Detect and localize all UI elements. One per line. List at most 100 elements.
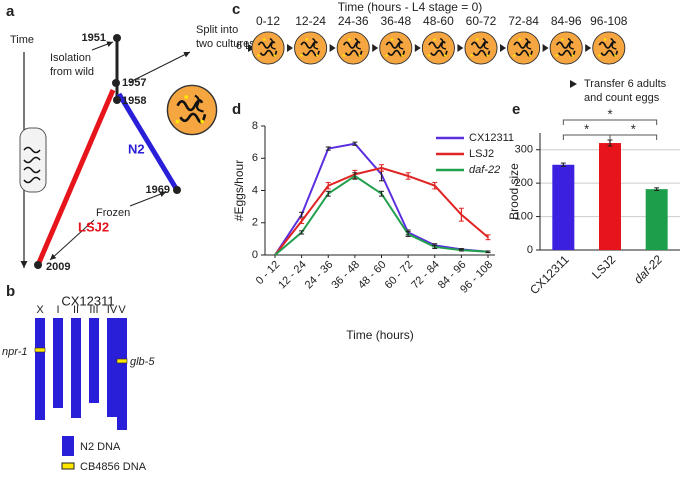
y-tick-label: 300 bbox=[515, 144, 533, 156]
timepoint: 12-24 bbox=[295, 14, 326, 28]
legend-swatch bbox=[61, 462, 75, 470]
arrowhead bbox=[287, 44, 293, 52]
node bbox=[34, 261, 42, 269]
significance-bracket bbox=[562, 119, 658, 125]
panel-label: b bbox=[6, 283, 15, 300]
strain: CX12311 bbox=[61, 293, 114, 308]
gene: npr-1 bbox=[2, 346, 27, 358]
timepoint: 84-96 bbox=[551, 14, 582, 28]
panel-label: d bbox=[232, 101, 241, 118]
plate bbox=[251, 31, 285, 65]
cb4856-segment bbox=[34, 347, 46, 353]
plate bbox=[591, 31, 626, 65]
timepoint: 48-60 bbox=[423, 14, 454, 28]
timepoint: 60-72 bbox=[466, 14, 497, 28]
chromosome-label: V bbox=[118, 304, 126, 316]
x-tick-label: LSJ2 bbox=[589, 252, 618, 281]
title: Time (hours - L4 stage = 0) bbox=[338, 0, 483, 14]
significance-label: * bbox=[607, 106, 612, 121]
note: Transfer 6 adults bbox=[584, 78, 667, 90]
panel-label: a bbox=[6, 3, 15, 20]
panel-b: b CX12311 npr-1 glb-5 N2 DNA CB4856 DNA … bbox=[2, 283, 155, 473]
legend-label: CB4856 DNA bbox=[80, 461, 147, 473]
y-tick-label: 4 bbox=[252, 184, 258, 196]
node bbox=[113, 96, 121, 104]
y-tick-label: 6 bbox=[252, 152, 258, 164]
plate bbox=[378, 31, 413, 65]
series-line bbox=[274, 142, 489, 256]
panel-label: c bbox=[232, 1, 240, 18]
arrow bbox=[49, 219, 95, 261]
legend-label: CX12311 bbox=[469, 132, 514, 144]
x-tick-label: CX12311 bbox=[527, 252, 572, 297]
y-tick-label: 0 bbox=[252, 249, 258, 261]
y-axis-label: Brood size bbox=[507, 163, 521, 220]
bar bbox=[599, 143, 621, 250]
chromosome bbox=[117, 318, 127, 430]
chromosome bbox=[71, 318, 81, 418]
significance-bracket bbox=[609, 134, 658, 140]
plate bbox=[464, 31, 498, 65]
timepoint: 0-12 bbox=[256, 14, 280, 28]
x-tick-label: daf-22 bbox=[631, 252, 665, 286]
timepoint: 24-36 bbox=[338, 14, 369, 28]
year: 1958 bbox=[122, 95, 146, 107]
annotation: Split into bbox=[196, 24, 238, 36]
timepoint: 72-84 bbox=[508, 14, 539, 28]
bar bbox=[552, 164, 575, 250]
year: 2009 bbox=[46, 261, 70, 273]
x-tick-label: 36 - 48 bbox=[329, 259, 362, 292]
chromosome-label: II bbox=[73, 304, 79, 316]
node bbox=[113, 34, 121, 42]
plate bbox=[506, 31, 541, 65]
panel-label: e bbox=[512, 101, 520, 118]
chromosome-label: X bbox=[36, 304, 44, 316]
node bbox=[112, 79, 120, 87]
x-axis-label: Time (hours) bbox=[346, 328, 414, 342]
arrow bbox=[129, 51, 191, 83]
timepoint: 36-48 bbox=[380, 14, 411, 28]
legend-label: daf-22 bbox=[469, 164, 500, 176]
arrowhead bbox=[585, 44, 592, 52]
x-tick-label: 72 - 84 bbox=[409, 259, 442, 292]
strain-label: N2 bbox=[128, 141, 145, 156]
arrowhead bbox=[414, 44, 421, 52]
annotation: Frozen bbox=[96, 207, 130, 219]
timepoint: 96-108 bbox=[590, 14, 628, 28]
x-tick-label: 12 - 24 bbox=[276, 259, 309, 292]
chromosome bbox=[35, 318, 45, 420]
arrowhead bbox=[372, 44, 379, 52]
chart-bar: e 0 100 200 300 Brood size CX12311 LSJ2 daf-22 * *… bbox=[507, 101, 680, 297]
arrowhead bbox=[500, 44, 506, 52]
panel-c: c Time (hours - L4 stage = 0) 6 L4s Tran… bbox=[232, 0, 667, 104]
significance-label: * bbox=[631, 121, 636, 136]
gene: glb-5 bbox=[130, 356, 155, 368]
annotation: two cultures bbox=[196, 38, 255, 50]
arrow bbox=[91, 41, 114, 51]
y-tick-label: 100 bbox=[515, 210, 533, 222]
chromosome-label: IV bbox=[107, 304, 118, 316]
worms bbox=[23, 146, 41, 184]
plate bbox=[336, 31, 371, 65]
y-tick-label: 200 bbox=[515, 177, 533, 189]
chromosome bbox=[89, 318, 99, 403]
lsj2-lineage bbox=[35, 89, 116, 266]
annotation: Isolation bbox=[50, 52, 91, 64]
plate bbox=[421, 31, 456, 65]
arrow bbox=[129, 191, 167, 207]
legend-label: N2 DNA bbox=[80, 441, 121, 453]
chromosome-label: III bbox=[89, 304, 98, 316]
chromosome bbox=[53, 318, 63, 408]
y-tick-label: 8 bbox=[252, 120, 258, 132]
significance-label: * bbox=[584, 121, 589, 136]
plate bbox=[293, 31, 328, 65]
arrowhead bbox=[542, 44, 549, 52]
y-tick-label: 2 bbox=[252, 217, 258, 229]
plate bbox=[549, 31, 584, 65]
arrowhead bbox=[457, 44, 464, 52]
chromosome-label: I bbox=[56, 304, 59, 316]
note: and count eggs bbox=[584, 92, 660, 104]
chromosome bbox=[107, 318, 117, 417]
